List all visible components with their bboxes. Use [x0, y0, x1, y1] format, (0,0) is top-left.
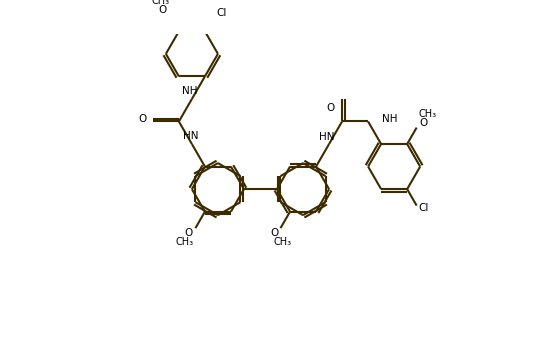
Text: NH: NH: [182, 87, 197, 97]
Text: O: O: [185, 228, 193, 238]
Text: O: O: [271, 228, 279, 238]
Text: CH₃: CH₃: [419, 109, 436, 119]
Text: CH₃: CH₃: [274, 237, 292, 247]
Text: O: O: [419, 118, 428, 127]
Text: CH₃: CH₃: [151, 0, 170, 6]
Text: NH: NH: [381, 115, 397, 125]
Text: HN: HN: [183, 131, 198, 141]
Text: O: O: [326, 103, 335, 114]
Text: Cl: Cl: [419, 203, 429, 213]
Text: CH₃: CH₃: [175, 237, 193, 247]
Text: O: O: [138, 115, 147, 125]
Text: Cl: Cl: [216, 8, 227, 18]
Text: O: O: [158, 5, 167, 15]
Text: HN: HN: [319, 131, 334, 142]
